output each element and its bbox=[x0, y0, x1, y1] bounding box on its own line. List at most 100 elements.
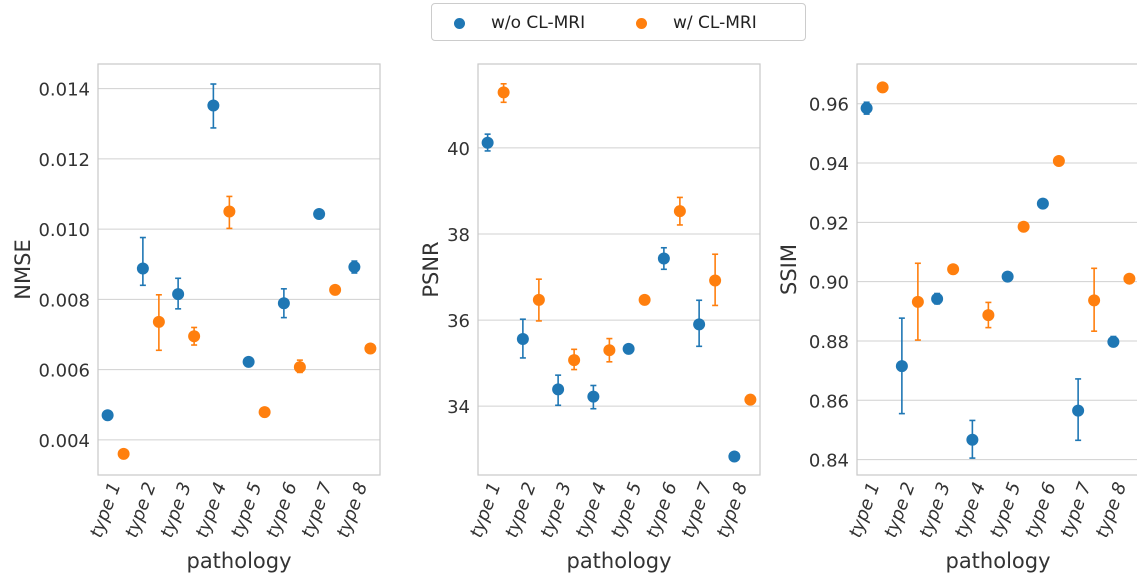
ssim-ytick-label: 0.88 bbox=[809, 332, 849, 353]
nmse-point-wo bbox=[348, 261, 361, 274]
nmse-ytick-label: 0.014 bbox=[38, 80, 90, 101]
nmse-point-wo bbox=[136, 262, 149, 275]
ssim-point-w bbox=[1123, 272, 1136, 285]
ssim-point-wo bbox=[1107, 335, 1120, 348]
legend-marker-wo bbox=[454, 17, 465, 29]
ssim-point-wo bbox=[1072, 404, 1085, 417]
ssim-point-w bbox=[1088, 294, 1101, 307]
psnr-point-wo bbox=[693, 318, 706, 331]
psnr-point-wo bbox=[728, 450, 741, 463]
psnr-point-w bbox=[744, 393, 757, 406]
psnr-xtick-label: type 6 bbox=[642, 480, 681, 541]
psnr-point-wo bbox=[552, 383, 565, 396]
legend-label-wo: w/o CL-MRI bbox=[491, 13, 586, 33]
psnr-point-w bbox=[638, 293, 651, 306]
ssim-xlabel: pathology bbox=[945, 549, 1050, 573]
psnr-xtick-label: type 7 bbox=[677, 479, 717, 541]
ssim-point-wo bbox=[895, 360, 908, 373]
ssim-point-wo bbox=[860, 102, 873, 115]
nmse-point-w bbox=[364, 342, 377, 355]
nmse-ytick-label: 0.010 bbox=[38, 220, 90, 241]
ssim-xtick-label: type 1 bbox=[845, 480, 884, 541]
nmse-xtick-label: type 7 bbox=[297, 479, 337, 541]
ssim-ytick-label: 0.84 bbox=[809, 451, 849, 472]
ssim-point-w bbox=[1017, 220, 1030, 233]
nmse-point-w bbox=[152, 315, 165, 328]
psnr-ylabel: PSNR bbox=[419, 241, 443, 297]
psnr-point-w bbox=[603, 344, 616, 357]
ssim-ytick-label: 0.92 bbox=[809, 213, 849, 234]
psnr-xlabel: pathology bbox=[566, 549, 671, 573]
psnr-axes-frame bbox=[477, 63, 761, 476]
ssim-xtick-label: type 6 bbox=[1021, 480, 1060, 541]
nmse-point-w bbox=[223, 205, 236, 218]
nmse-xtick-label: type 5 bbox=[227, 480, 266, 541]
nmse-xtick-label: type 6 bbox=[262, 480, 301, 541]
ssim-xtick-label: type 7 bbox=[1056, 479, 1096, 541]
nmse-point-w bbox=[293, 361, 306, 374]
ssim-axes-frame bbox=[856, 63, 1137, 476]
nmse-axes-frame bbox=[97, 63, 381, 476]
nmse-point-wo bbox=[313, 207, 326, 220]
ssim-ytick-label: 0.94 bbox=[809, 154, 849, 175]
nmse-point-w bbox=[258, 406, 271, 419]
ssim-point-w bbox=[911, 295, 924, 308]
ssim-ytick-label: 0.86 bbox=[809, 391, 849, 412]
ssim-xtick-label: type 5 bbox=[986, 480, 1025, 541]
ssim-point-wo bbox=[1001, 270, 1014, 283]
legend-label-w: w/ CL-MRI bbox=[673, 13, 757, 33]
psnr-xtick-label: type 1 bbox=[466, 480, 505, 541]
ssim-point-w bbox=[982, 309, 995, 322]
ssim-ylabel: SSIM bbox=[777, 244, 801, 295]
nmse-point-wo bbox=[277, 297, 290, 310]
ssim-point-wo bbox=[966, 433, 979, 446]
ssim-ytick-label: 0.96 bbox=[809, 95, 849, 116]
ssim-xtick-label: type 4 bbox=[951, 480, 990, 541]
ssim-xtick-label: type 2 bbox=[880, 480, 919, 541]
psnr-point-wo bbox=[481, 136, 494, 149]
nmse-point-w bbox=[329, 283, 342, 296]
legend-marker-w bbox=[636, 17, 647, 29]
nmse-ytick-label: 0.012 bbox=[38, 150, 90, 171]
ssim-point-w bbox=[876, 81, 889, 94]
psnr-point-w bbox=[709, 274, 722, 287]
nmse-xtick-label: type 1 bbox=[86, 480, 125, 541]
nmse-xtick-label: type 4 bbox=[192, 480, 231, 541]
nmse-point-wo bbox=[207, 99, 220, 112]
psnr-ytick-label: 38 bbox=[447, 225, 470, 246]
psnr-point-wo bbox=[516, 333, 529, 346]
psnr-xtick-label: type 3 bbox=[536, 480, 575, 541]
ssim-ytick-label: 0.90 bbox=[809, 273, 849, 294]
ssim-point-w bbox=[1052, 154, 1065, 167]
psnr-xtick-label: type 2 bbox=[501, 480, 540, 541]
nmse-point-w bbox=[117, 447, 130, 460]
nmse-ytick-label: 0.004 bbox=[38, 431, 90, 452]
nmse-ytick-label: 0.006 bbox=[38, 361, 90, 382]
psnr-point-w bbox=[568, 354, 581, 367]
nmse-xtick-label: type 3 bbox=[156, 480, 195, 541]
psnr-point-w bbox=[673, 205, 686, 218]
nmse-point-wo bbox=[172, 288, 185, 301]
psnr-point-w bbox=[497, 86, 510, 99]
psnr-ytick-label: 34 bbox=[447, 397, 470, 418]
legend: w/o CL-MRI w/ CL-MRI bbox=[431, 3, 806, 41]
ssim-xtick-label: type 3 bbox=[915, 480, 954, 541]
psnr-point-wo bbox=[587, 390, 600, 403]
psnr-xtick-label: type 5 bbox=[607, 480, 646, 541]
nmse-ylabel: NMSE bbox=[11, 239, 35, 299]
nmse-ytick-label: 0.008 bbox=[38, 290, 90, 311]
ssim-point-w bbox=[947, 263, 960, 276]
psnr-xtick-label: type 8 bbox=[713, 480, 752, 541]
nmse-xlabel: pathology bbox=[186, 549, 291, 573]
nmse-point-wo bbox=[101, 409, 114, 422]
psnr-ytick-label: 36 bbox=[447, 311, 470, 332]
nmse-point-wo bbox=[242, 355, 255, 368]
ssim-xtick-label: type 8 bbox=[1092, 480, 1131, 541]
nmse-xtick-label: type 2 bbox=[121, 480, 160, 541]
ssim-point-wo bbox=[1036, 197, 1049, 210]
psnr-xtick-label: type 4 bbox=[572, 480, 611, 541]
legend-item-w: w/ CL-MRI bbox=[636, 4, 757, 42]
psnr-point-w bbox=[532, 293, 545, 306]
legend-item-wo: w/o CL-MRI bbox=[454, 4, 585, 42]
